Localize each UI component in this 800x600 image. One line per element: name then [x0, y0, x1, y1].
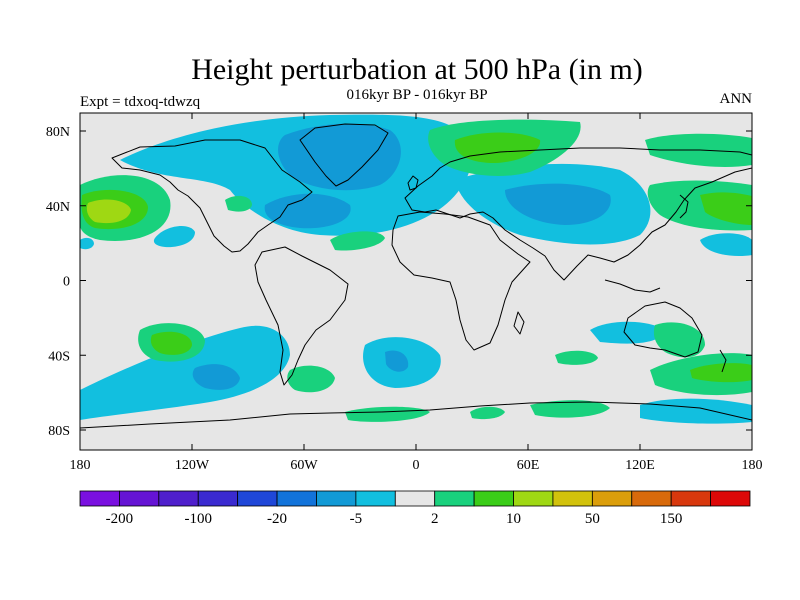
colorbar-swatch: [237, 490, 278, 507]
contour-region: [225, 195, 252, 212]
y-tick-label: 80N: [46, 125, 70, 140]
colorbar: -200 -100 -20 -5 2 10 50 150: [79, 490, 751, 527]
plot-subtitle: 016kyr BP - 016kyr BP: [346, 87, 488, 103]
y-tick-label: 0: [63, 275, 70, 290]
x-tick-label: 120E: [625, 458, 655, 473]
contour-region: [278, 123, 401, 191]
contour-region: [470, 406, 505, 420]
colorbar-swatch: [316, 490, 357, 507]
contour-region: [640, 398, 752, 424]
colorbar-swatch: [434, 490, 475, 507]
axis-ticks: 80N 40N 0 40S 80S 180 120W 60W 0 60E 120E 180: [46, 113, 763, 473]
x-tick-label: 0: [413, 458, 420, 473]
experiment-label: Expt = tdxoq-tdwzq: [80, 94, 201, 110]
colorbar-label: 10: [506, 511, 521, 527]
coastline-indonesia: [604, 279, 661, 293]
colorbar-swatch: [119, 490, 160, 507]
contour-region: [86, 199, 131, 224]
coastlines: [80, 123, 752, 429]
x-tick-label: 180: [742, 458, 763, 473]
contour-region: [153, 226, 195, 248]
contour-region: [505, 183, 611, 225]
contour-region: [80, 237, 94, 250]
x-tick-label: 60W: [290, 458, 318, 473]
coastline-greenland: [299, 123, 389, 187]
colorbar-label: 150: [660, 511, 683, 527]
coastline-africa: [391, 211, 531, 351]
colorbar-label: -5: [350, 511, 363, 527]
coastline-australia: [623, 301, 703, 358]
y-tick-label: 40S: [48, 349, 70, 364]
contour-region: [530, 400, 610, 418]
colorbar-swatch: [670, 490, 711, 507]
colorbar-swatch: [276, 490, 317, 507]
colorbar-swatch: [79, 490, 120, 507]
contour-region: [330, 231, 385, 251]
positive-anomaly-regions: [80, 119, 752, 422]
colorbar-label: 50: [585, 511, 600, 527]
x-tick-label: 180: [70, 458, 91, 473]
colorbar-swatch: [355, 490, 396, 507]
season-label: ANN: [719, 91, 753, 107]
colorbar-label: 2: [431, 511, 439, 527]
contour-region: [385, 350, 409, 372]
colorbar-swatch: [552, 490, 593, 507]
coastline-madagascar: [513, 311, 525, 335]
contour-fields: [80, 114, 752, 429]
contour-region: [653, 322, 705, 358]
coastline-eurasia: [404, 147, 752, 281]
plot-title: Height perturbation at 500 hPa (in m): [191, 53, 643, 86]
colorbar-label: -100: [184, 511, 212, 527]
colorbar-swatch: [197, 490, 239, 507]
contour-region: [150, 331, 192, 355]
colorbar-swatch: [591, 490, 633, 507]
colorbar-swatch: [710, 490, 751, 507]
colorbar-swatch: [473, 490, 514, 507]
coastline-antarctica: [80, 401, 752, 429]
contour-region: [700, 233, 752, 257]
contour-region: [287, 365, 335, 393]
y-tick-label: 40N: [46, 200, 70, 215]
contour-region: [80, 325, 290, 420]
negative-anomaly-regions: [80, 114, 752, 424]
colorbar-swatch: [513, 490, 554, 507]
colorbar-swatch: [631, 490, 672, 507]
colorbar-swatch: [394, 490, 436, 507]
contour-region: [264, 193, 351, 229]
y-tick-label: 80S: [48, 424, 70, 439]
colorbar-swatch: [158, 490, 199, 507]
x-tick-label: 60E: [517, 458, 540, 473]
contour-region: [700, 192, 752, 225]
colorbar-label: -200: [106, 511, 134, 527]
coastline-british-isles: [407, 175, 419, 191]
contour-region: [555, 350, 598, 365]
contour-region: [590, 321, 665, 344]
x-tick-label: 120W: [175, 458, 210, 473]
coastline-japan: [679, 194, 689, 219]
contour-region: [192, 364, 240, 390]
coastline-new-zealand: [719, 349, 727, 373]
coastline-north-america: [111, 139, 313, 253]
colorbar-label: -20: [267, 511, 287, 527]
contour-region: [690, 363, 752, 383]
coastline-south-america: [254, 246, 349, 386]
